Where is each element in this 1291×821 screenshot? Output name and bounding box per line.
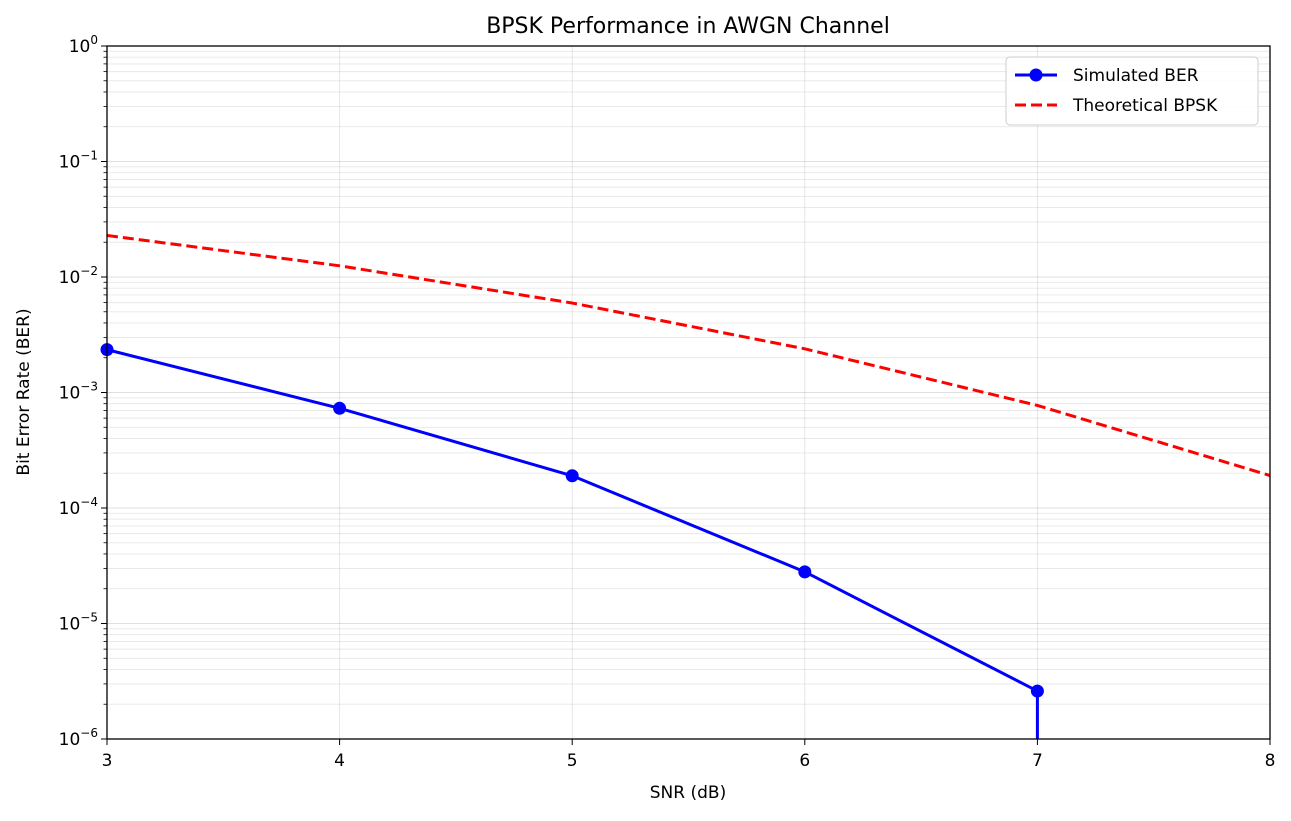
data-point	[798, 565, 812, 579]
y-tick-exponent: −4	[80, 495, 98, 509]
y-tick-label: 10−4	[59, 495, 98, 519]
y-axis-label: Bit Error Rate (BER)	[14, 308, 34, 475]
series-simulated-ber	[100, 343, 1044, 739]
y-tick-label: 10−5	[59, 611, 98, 635]
y-tick-base: 10	[59, 384, 81, 404]
y-tick-label: 10−3	[59, 380, 98, 404]
legend-label: Simulated BER	[1073, 66, 1199, 86]
x-tick-label: 5	[567, 751, 578, 771]
legend: Simulated BER Theoretical BPSK	[1005, 56, 1259, 126]
y-tick-base: 10	[59, 730, 81, 750]
x-axis-label: SNR (dB)	[650, 783, 726, 803]
data-point	[1030, 684, 1044, 698]
series-line	[106, 233, 1271, 477]
y-tick-base: 10	[59, 615, 81, 635]
x-tick-label: 4	[334, 751, 345, 771]
series-layer	[100, 233, 1271, 739]
y-tick-base: 10	[59, 499, 81, 519]
y-tick-exponent: −3	[80, 380, 98, 394]
grid-layer	[106, 45, 1271, 740]
data-point	[333, 401, 347, 415]
y-tick-label: 10−2	[59, 264, 98, 288]
y-tick-exponent: −6	[80, 726, 98, 740]
y-tick-exponent: −5	[80, 611, 98, 625]
y-tick-base: 10	[69, 37, 91, 57]
y-tick-label: 10−1	[59, 149, 98, 173]
x-tick-label: 6	[799, 751, 810, 771]
legend-label: Theoretical BPSK	[1072, 96, 1218, 116]
data-point	[565, 469, 579, 483]
y-tick-label: 100	[69, 33, 98, 57]
x-tick-label: 7	[1032, 751, 1043, 771]
y-tick-exponent: −1	[80, 149, 98, 163]
y-tick-label: 10−6	[59, 726, 98, 750]
chart-title: BPSK Performance in AWGN Channel	[486, 14, 890, 39]
x-tick-label: 8	[1265, 751, 1276, 771]
y-tick-base: 10	[59, 153, 81, 173]
y-tick-exponent: 0	[90, 33, 98, 47]
y-tick-exponent: −2	[80, 264, 98, 278]
legend-box	[1005, 56, 1259, 126]
x-tick-label: 3	[102, 751, 113, 771]
legend-marker	[1029, 68, 1043, 82]
y-tick-base: 10	[59, 268, 81, 288]
series-theoretical-bpsk	[106, 233, 1271, 477]
